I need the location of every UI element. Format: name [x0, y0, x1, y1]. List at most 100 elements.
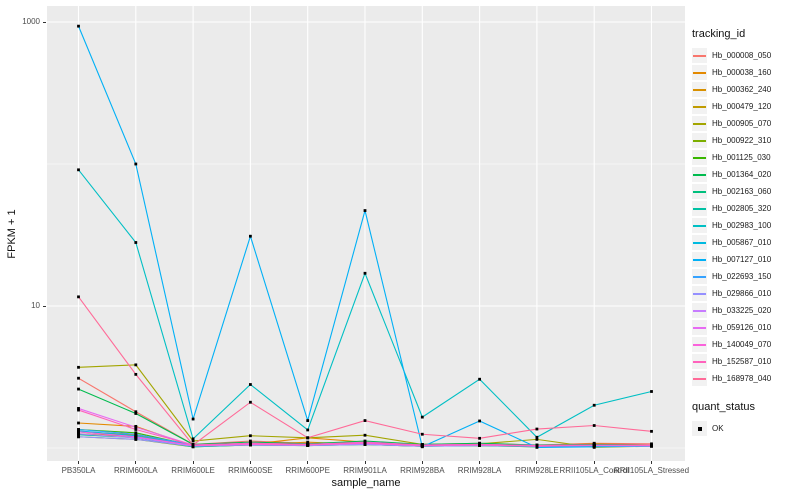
legend-line-swatch: [693, 224, 706, 227]
legend-key: [692, 235, 707, 250]
legend-key: [692, 354, 707, 369]
legend-item-Hb_000479_120: Hb_000479_120: [692, 98, 771, 115]
point-marker: [77, 408, 80, 412]
point-marker: [363, 433, 367, 437]
legend-label: Hb_152587_010: [712, 357, 772, 366]
legend-key: [692, 48, 707, 63]
plot-svg: [47, 6, 685, 461]
legend-item-Hb_002805_320: Hb_002805_320: [692, 200, 771, 217]
point-marker: [134, 428, 138, 431]
legend-item-Hb_152587_010: Hb_152587_010: [692, 353, 771, 370]
legend-item-Hb_007127_010: Hb_007127_010: [692, 251, 771, 268]
x-tick-mark: [249, 461, 251, 464]
legend-label: Hb_000922_310: [712, 136, 772, 145]
point-marker: [134, 432, 138, 436]
point-marker: [363, 419, 367, 422]
legend-line-swatch: [693, 309, 706, 312]
point-marker: [77, 407, 80, 410]
legend-point-swatch: [697, 426, 702, 431]
legend-line-swatch: [693, 71, 706, 74]
legend-line-swatch: [693, 275, 706, 278]
point-marker: [535, 444, 539, 447]
legend-item-Hb_059126_010: Hb_059126_010: [692, 319, 771, 336]
y-tick-mark: [43, 305, 46, 307]
legend-line-swatch: [693, 326, 706, 329]
legend-line-swatch: [693, 377, 706, 380]
x-tick-label-RRIM901LA: RRIM901LA: [343, 466, 387, 475]
point-marker: [306, 428, 310, 432]
point-marker: [134, 372, 138, 376]
x-tick-mark: [651, 461, 652, 464]
x-tick-label-RRIM600PE: RRIM600PE: [285, 466, 330, 475]
point-marker: [363, 441, 367, 445]
legend-label: Hb_022693_150: [712, 272, 772, 281]
legend-item-Hb_005867_010: Hb_005867_010: [692, 234, 771, 251]
point-marker: [478, 443, 481, 446]
x-tick-label-RRII105LA_Control: RRII105LA_Control: [559, 466, 629, 475]
x-tick-mark: [536, 461, 538, 464]
x-tick-mark: [307, 461, 309, 464]
point-marker: [592, 443, 596, 447]
point-marker: [420, 443, 424, 447]
legend-line-swatch: [693, 105, 706, 108]
legend-label: Hb_002805_320: [712, 204, 772, 213]
point-marker: [249, 441, 252, 445]
legend-key: [692, 252, 707, 267]
point-marker: [420, 415, 424, 419]
legend-item-Hb_002163_060: Hb_002163_060: [692, 183, 771, 200]
legend-item-Hb_001364_020: Hb_001364_020: [692, 166, 771, 183]
x-tick-label-RRII105LA_Stressed: RRII105LA_Stressed: [613, 466, 690, 475]
point-marker: [134, 241, 138, 244]
point-marker: [77, 168, 80, 172]
legend-line-swatch: [693, 292, 706, 295]
legend-key: [692, 337, 707, 352]
point-marker: [592, 424, 596, 427]
legend-item-Hb_000008_050: Hb_000008_050: [692, 47, 771, 64]
legend-line-swatch: [693, 139, 706, 142]
point-marker: [134, 412, 138, 415]
legend-label: Hb_029866_010: [712, 289, 772, 298]
legend-key: [692, 286, 707, 301]
legend-label: Hb_002983_100: [712, 221, 772, 230]
point-marker: [306, 440, 310, 444]
legend-key: [692, 82, 707, 97]
legend-key: [692, 421, 707, 436]
point-marker: [77, 435, 80, 439]
legend-line-swatch: [693, 190, 706, 193]
x-tick-label-PB350LA: PB350LA: [61, 466, 96, 475]
legend-shape-title: quant_status: [692, 401, 755, 413]
plot-panel: [47, 6, 685, 461]
point-marker: [650, 390, 653, 393]
legend-color-title: tracking_id: [692, 28, 746, 40]
point-marker: [363, 271, 367, 275]
y-tick-label: 1000: [22, 17, 40, 26]
legend-key: [692, 303, 707, 318]
legend-label: Hb_000479_120: [712, 102, 772, 111]
legend-key: [692, 218, 707, 233]
legend-line-swatch: [693, 207, 706, 210]
legend-line-swatch: [693, 360, 706, 363]
point-marker: [191, 437, 195, 441]
legend-key: [692, 116, 707, 131]
legend-item-Hb_168978_040: Hb_168978_040: [692, 370, 771, 387]
x-tick-label-RRIM928LE: RRIM928LE: [515, 466, 559, 475]
point-marker: [592, 403, 596, 407]
point-marker: [191, 417, 195, 421]
point-marker: [420, 432, 424, 436]
legend-gap: [692, 387, 771, 401]
point-marker: [535, 427, 539, 431]
point-marker: [650, 429, 653, 433]
legend-label: Hb_001364_020: [712, 170, 772, 179]
legend-key: [692, 320, 707, 335]
point-marker: [535, 437, 539, 441]
legend-label: Hb_000362_240: [712, 85, 772, 94]
point-marker: [478, 377, 481, 381]
x-tick-label-RRIM928LA: RRIM928LA: [457, 466, 502, 475]
x-tick-mark: [421, 461, 423, 464]
point-marker: [650, 443, 653, 447]
point-marker: [77, 365, 80, 369]
point-marker: [191, 439, 195, 443]
legend-line-swatch: [693, 343, 706, 346]
point-marker: [535, 435, 539, 439]
point-marker: [134, 437, 138, 441]
